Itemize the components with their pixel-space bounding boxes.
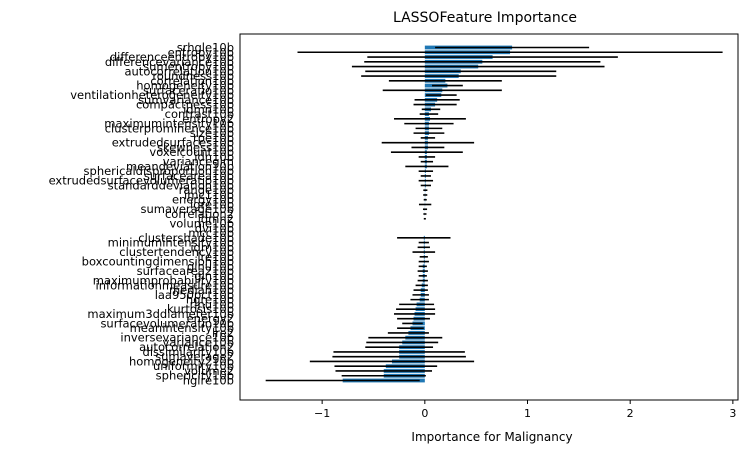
y-tick-label-sumaverage2: sumaverage2 (155, 350, 234, 364)
y-tick-label-glnu10b: glnu10b (187, 259, 234, 273)
y-tick-label-differenceentropy10b: differenceentropy10b (110, 50, 234, 64)
y-tick-label-surfacevolumeratio10b: surfacevolumeratio10b (100, 316, 234, 330)
y-tick-label-median10b: median10b (169, 283, 234, 297)
y-tick-label-compactness10b: compactness10b (136, 98, 234, 112)
y-tick-label-sumvariance10b: sumvariance10b (138, 93, 234, 107)
y-tick-label-meanintensity10b: meanintensity10b (130, 321, 234, 335)
y-tick-label-sphericaldisproportion10b: sphericaldisproportion10b (84, 164, 234, 178)
y-tick-label-range10b: range10b (179, 183, 234, 197)
y-tick-label-correlation2: correlation2 (165, 207, 234, 221)
x-axis: −1 0 1 2 3 (314, 400, 736, 420)
y-tick-label-clustershade10b: clustershade10b (138, 231, 234, 245)
y-tick-label-homogeneity10b: homogeneity10b (136, 79, 234, 93)
x-tick-label: 0 (421, 407, 428, 420)
chart-title: LASSOFeature Importance (393, 10, 577, 26)
x-tick-label: −1 (314, 407, 330, 420)
y-tick-label-rlnu10b: rlnu10b (190, 297, 234, 311)
y-tick-label-autocorrelation10b: autocorrelation10b (124, 64, 234, 78)
y-tick-label-imc110b: imc110b (184, 188, 234, 202)
y-tick-label-laa950pct10b: laa950pct10b (155, 288, 234, 302)
y-tick-label-surfacearea10b: surfacearea10b (144, 169, 234, 183)
plot-frame (239, 33, 739, 401)
y-tick-label-uniformity10b: uniformity10b (153, 359, 234, 373)
y-tick-label-size10b: size10b (190, 126, 234, 140)
y-tick-label-clustertendency10b: clustertendency10b (119, 245, 234, 259)
y-tick-label-meandeviation10b: meandeviation10b (126, 159, 234, 173)
y-tick-label-idm10b: idm10b (190, 240, 234, 254)
y-tick-label-correlation10b: correlation10b (150, 74, 234, 88)
y-tick-label-extrudedsurfacevolumeratio10b: extrudedsurfacevolumeratio10b (49, 174, 234, 188)
y-tick-label-idmn2: idmn2 (198, 212, 234, 226)
y-tick-label-roundness10b: roundness10b (152, 69, 234, 83)
y-tick-label-energy10b: energy10b (172, 193, 234, 207)
y-tick-label-dvi10b: dvi10b (195, 221, 234, 235)
y-tick-label-idn10b: idn10b (194, 150, 234, 164)
y-tick-label-minimumintensity10b: minimumintensity10b (108, 236, 234, 250)
plot-area (265, 45, 723, 383)
y-tick-label-surfacearea210b: surfacearea210b (137, 264, 234, 278)
y-tick-label-maximum3ddiameter10b: maximum3ddiameter10b (87, 307, 234, 321)
x-axis-label: Importance for Malignancy (411, 430, 572, 444)
y-tick-label-dissimilarity10b: dissimilarity10b (143, 345, 234, 359)
y-tick-label-boxcountingdimension10b: boxcountingdimension10b (82, 255, 234, 269)
y-tick-label-kurtosis10b: kurtosis10b (167, 302, 234, 316)
x-tick-label: 1 (524, 407, 531, 420)
y-tick-label-hgre10b: hgre10b (186, 293, 234, 307)
y-tick-label-ventilationheterogeneity10b: ventilationheterogeneity10b (70, 88, 234, 102)
y-tick-label-entropy10b: entropy10b (168, 45, 234, 59)
y-tick-label-informationmeasure10b: informationmeasure10b (96, 278, 234, 292)
y-tick-label-autocorrelation2: autocorrelation2 (139, 340, 234, 354)
y-tick-label-clusterprominence10b: clusterprominence10b (105, 121, 234, 135)
y-tick-label-extrudedsurfaces10b: extrudedsurfaces10b (112, 136, 234, 150)
y-tick-label-lgre10b: lgre10b (190, 197, 234, 211)
y-tick-label-maximumintensity10b: maximumintensity10b (104, 117, 234, 131)
y-tick-label-idmn10b: idmn10b (183, 102, 234, 116)
y-tick-label-entropy2: entropy2 (182, 112, 234, 126)
y-tick-label-surfaceratio10b: surfaceratio10b (143, 83, 234, 97)
x-tick-label: 3 (729, 407, 736, 420)
y-tick-label-hglre10b: hglre10b (183, 374, 234, 388)
y-tick-label-varianceglm: varianceglm (163, 155, 234, 169)
y-tick-label-homogeneity210b: homogeneity210b (129, 354, 234, 368)
y-tick-label-mcc10b: mcc10b (188, 226, 234, 240)
y-tick-label-voxelcount10b: voxelcount10b (149, 145, 234, 159)
y-tick-label-sphericity10b: sphericity10b (156, 369, 234, 383)
y-tick-label-lre2: lre2 (212, 326, 234, 340)
y-tick-label-volume2: volume2 (184, 364, 234, 378)
y-tick-label-lre10b: lre10b (197, 250, 234, 264)
y-tick-label-differencevariance10b: differencevariance10b (105, 55, 234, 69)
y-tick-label-skewness10b: skewness10b (157, 140, 234, 154)
y-tick-label-rpe10b: rpe10b (193, 131, 234, 145)
x-tick-label: 2 (627, 407, 634, 420)
y-tick-label-energy2: energy2 (187, 312, 234, 326)
y-tick-label-srhgle10b: srhgle10b (177, 41, 234, 55)
y-tick-label-variance10b: variance10b (163, 335, 234, 349)
y-tick-label-standarddeviation10b: standarddeviation10b (108, 178, 234, 192)
y-tick-label-volume10b: volume10b (169, 217, 234, 231)
y-tick-label-inversevariance10b: inversevariance10b (120, 331, 234, 345)
y-tick-label-sumentropy10b: sumentropy10b (143, 60, 234, 74)
y-tick-label-sumaverage10b: sumaverage10b (141, 202, 235, 216)
y-axis-feature-labels: srhgle10bentropy10bdifferenceentropy10bd… (49, 41, 234, 388)
y-tick-label-maximumprobability10b: maximumprobability10b (93, 274, 234, 288)
y-tick-label-contrast10b: contrast10b (165, 107, 234, 121)
y-tick-label-gln10b: gln10b (194, 269, 234, 283)
